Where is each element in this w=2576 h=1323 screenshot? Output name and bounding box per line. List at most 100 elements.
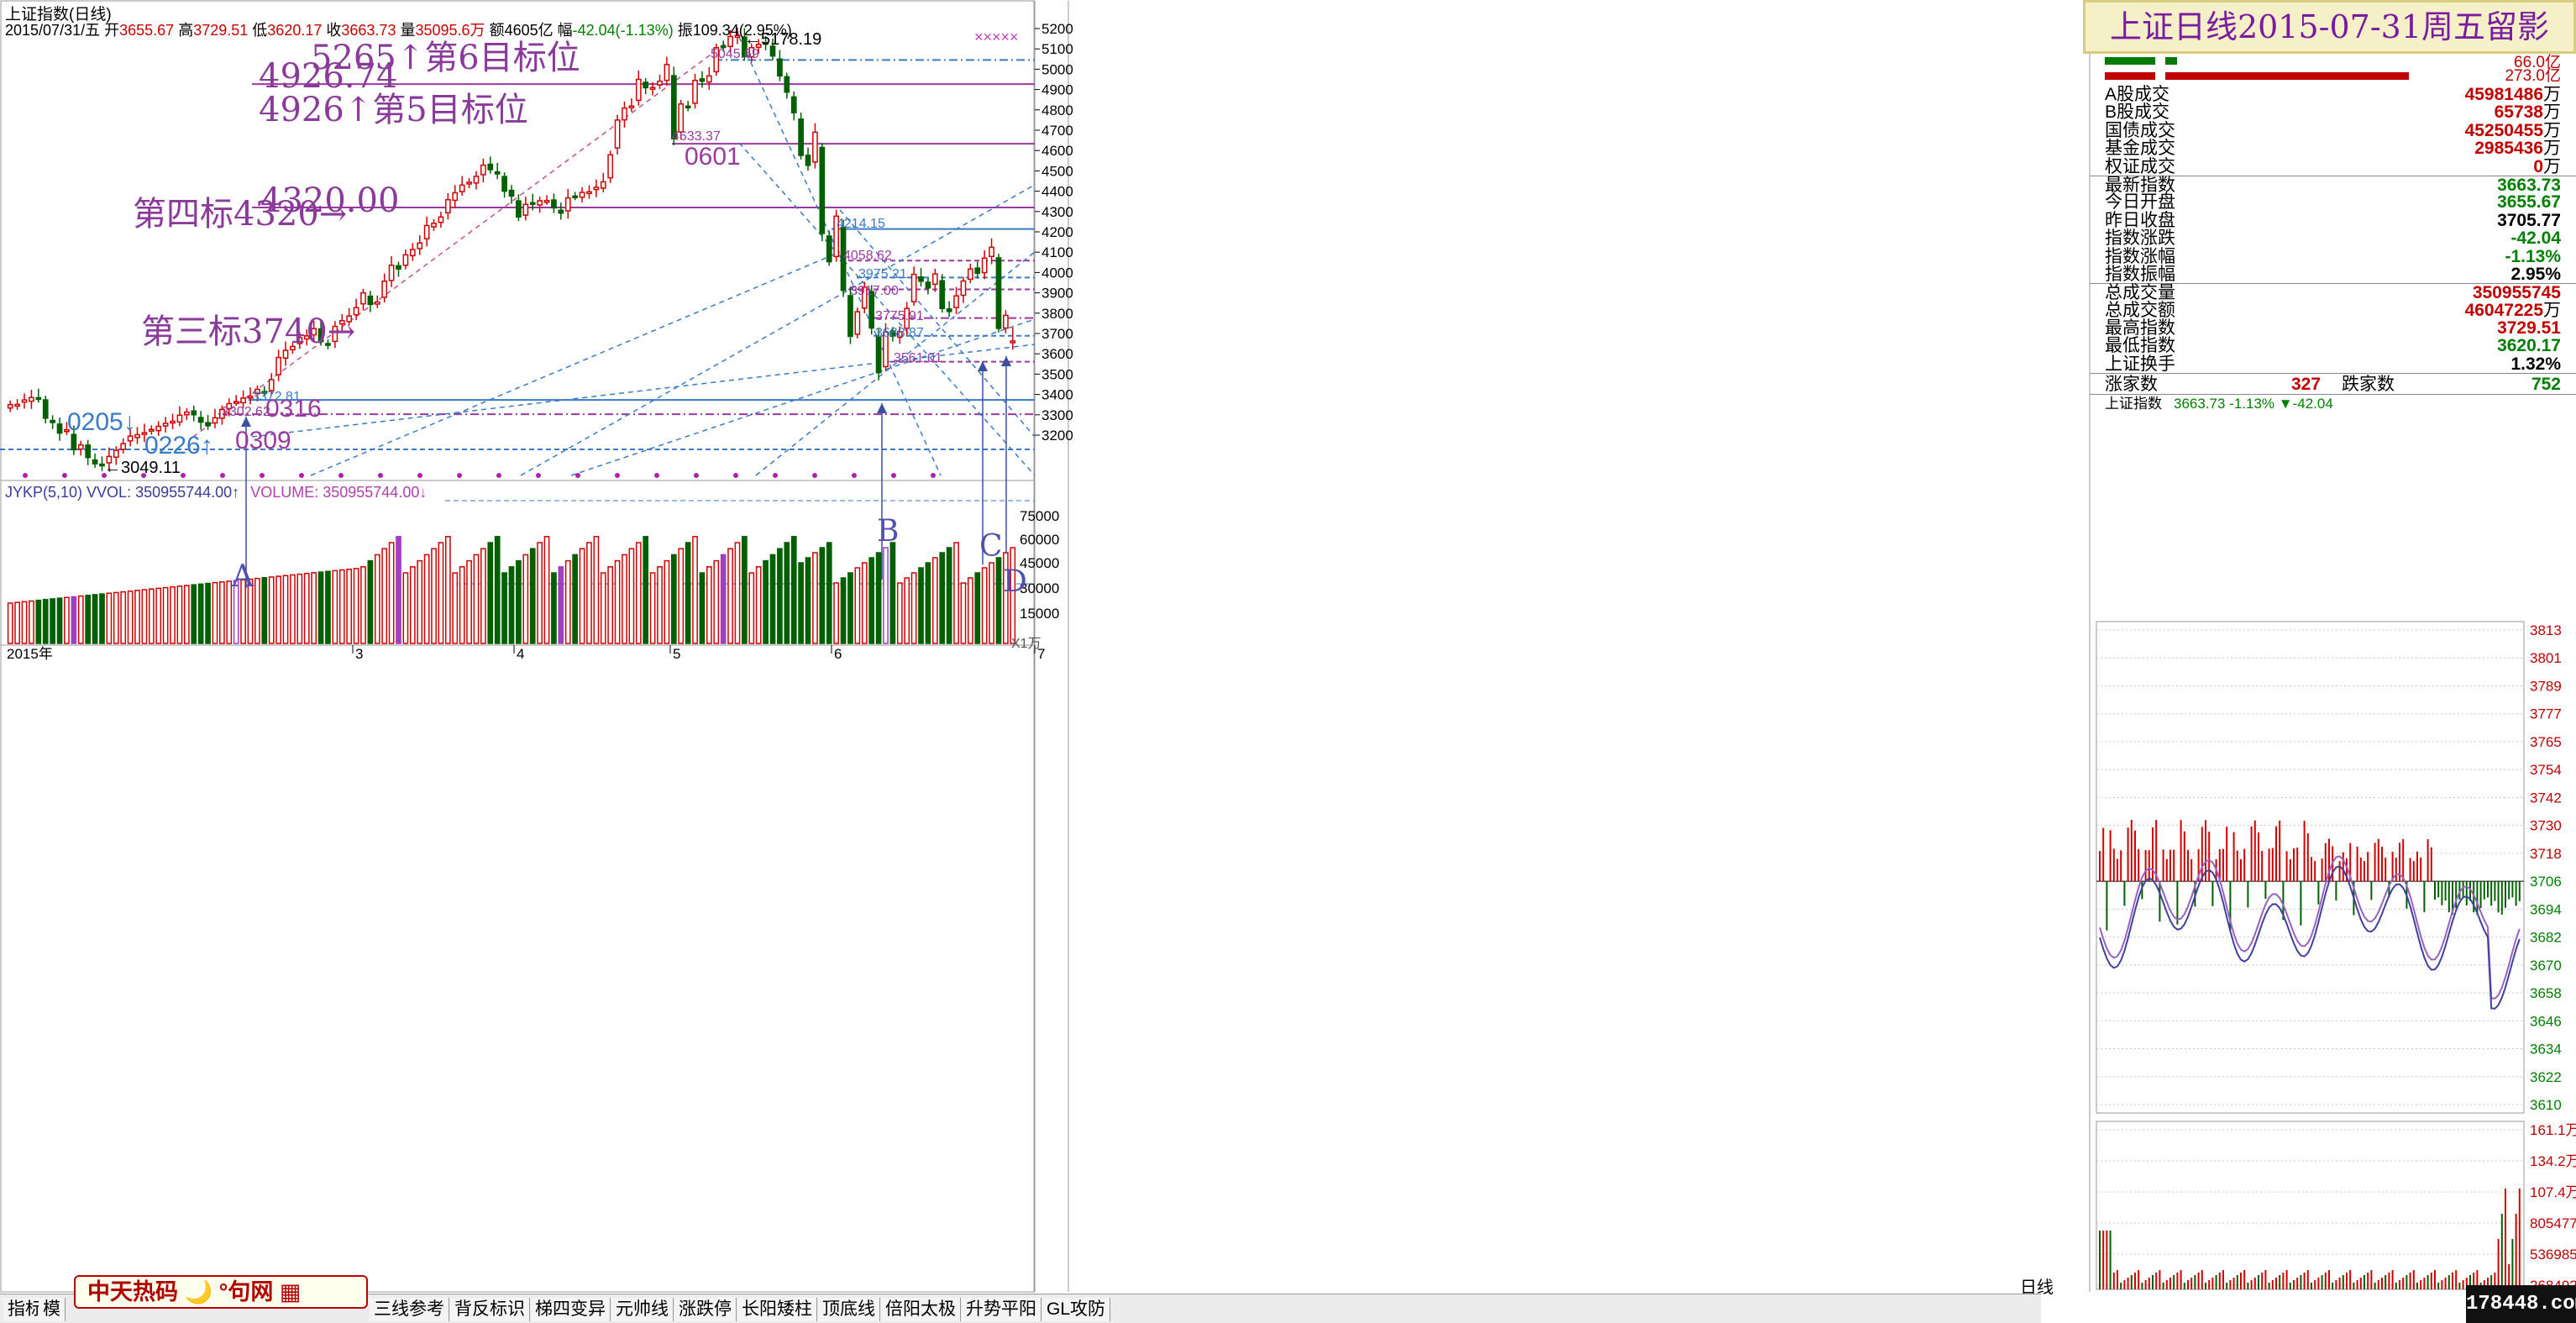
volume-bar: [254, 577, 260, 644]
period-label[interactable]: 日线: [2020, 1278, 2054, 1297]
volume-bar: [805, 557, 811, 644]
date-0316-label: 0316: [265, 395, 322, 423]
trend-line-7: [738, 142, 1036, 476]
tab-12[interactable]: GL攻防: [1042, 1298, 1111, 1321]
volume-bar: [134, 590, 140, 644]
volume-bar: [353, 568, 359, 644]
tab-5[interactable]: 梯四变异: [531, 1298, 611, 1321]
stat-value: 3655.67: [2497, 192, 2561, 213]
candle-body: [290, 345, 296, 351]
volume-bar: [968, 577, 973, 644]
candle-body: [586, 191, 592, 195]
volume-bar: [670, 554, 677, 644]
candle-body: [466, 181, 472, 185]
stat-unit: 万: [2543, 300, 2561, 320]
candle-body: [205, 422, 211, 427]
candlestick-series: [7, 28, 1016, 471]
candle-body: [7, 403, 13, 409]
signal-dot-18: [733, 473, 738, 478]
candle-body: [904, 307, 910, 329]
tab-8[interactable]: 长阳矮柱: [737, 1298, 817, 1321]
stat-value: 65738万: [2494, 102, 2561, 123]
signal-dot-6: [260, 473, 265, 478]
volume-bar: [219, 581, 225, 644]
volume-bar: [706, 566, 712, 644]
signal-dot-8: [338, 473, 344, 478]
stat-row: 昨日收盘 3705.77: [2090, 211, 2576, 229]
candle-body: [657, 80, 663, 86]
signal-dot-2: [102, 473, 107, 478]
stat-row: 指数涨跌 -42.04: [2090, 229, 2576, 248]
stat-row: 指数涨幅 -1.13%: [2090, 247, 2576, 265]
tab-4[interactable]: 背反标识: [450, 1298, 530, 1321]
volume-bar: [692, 536, 698, 644]
mini-title: 上证指数: [2105, 396, 2162, 412]
stat-row: 总成交量 350955745: [2090, 283, 2576, 302]
volume-bar: [85, 595, 92, 644]
stat-row: B股成交 65738万: [2090, 102, 2576, 123]
candle-body: [516, 200, 522, 218]
mini-tick-label: 3646: [2530, 1013, 2562, 1029]
candle-body: [261, 391, 268, 394]
stat-row: 最低指数 3620.17: [2090, 337, 2576, 355]
volume-bar: [240, 579, 246, 644]
point-A-label: A: [232, 559, 254, 594]
volume-bar: [388, 542, 395, 644]
volume-bar: [261, 577, 268, 644]
candle-body: [311, 328, 317, 336]
tab-9[interactable]: 顶底线: [818, 1298, 880, 1321]
volume-bar: [56, 597, 63, 644]
tab-6[interactable]: 元帅线: [611, 1298, 674, 1321]
volume-bar: [64, 596, 70, 644]
candle-body: [233, 401, 239, 404]
trend-line-3: [570, 318, 1036, 476]
tab-7[interactable]: 涨跌停: [674, 1298, 737, 1321]
candle-body: [840, 226, 847, 291]
quote-stats-list: A股成交 45981486万 B股成交 65738万 国债成交 45250455万 基金成交…: [2090, 86, 2576, 373]
candle-body: [332, 325, 338, 343]
signal-dot-3: [141, 473, 146, 478]
mini-tick-label: 3610: [2530, 1097, 2562, 1113]
price-tick-label: 3200: [1041, 428, 1073, 444]
volume-bar: [643, 536, 649, 644]
stat-row: 最新指数 3663.73: [2090, 175, 2576, 194]
volume-bar: [233, 580, 239, 644]
stat-value: 0万: [2533, 156, 2561, 176]
tab-11[interactable]: 升势平阳: [962, 1298, 1041, 1321]
candle-body: [529, 202, 536, 206]
month-label: 6: [834, 646, 842, 662]
candle-body: [64, 428, 70, 433]
volume-bar: [953, 542, 959, 644]
signal-dot-10: [417, 473, 422, 478]
price-tick-label: 4400: [1041, 184, 1073, 200]
volume-bar: [42, 599, 49, 644]
volume-bar: [784, 542, 790, 644]
signal-dot-9: [378, 473, 383, 478]
chart-title: 上证指数(日线): [5, 6, 112, 24]
volume-bar: [861, 562, 868, 644]
volume-bar: [826, 542, 832, 644]
stat-label: B股成交: [2105, 102, 2170, 123]
point-C-label: C: [979, 529, 1003, 564]
volume-bar: [819, 547, 826, 644]
volume-bar: [699, 572, 706, 644]
candle-body: [360, 291, 366, 305]
month-label: 5: [673, 646, 680, 662]
volume-bar: [657, 566, 663, 644]
candle-body: [558, 209, 564, 214]
mini-tick-label: 3742: [2530, 790, 2562, 806]
volume-bars: [7, 536, 1016, 644]
tab-3[interactable]: 三线参考: [370, 1298, 449, 1321]
mini-tick-label: 3706: [2530, 874, 2562, 890]
candle-body: [141, 432, 148, 435]
signal-dot-19: [773, 473, 778, 478]
candle-body: [127, 435, 134, 442]
tab-2[interactable]: 模: [39, 1298, 66, 1321]
volume-bar: [268, 576, 275, 644]
candle-body: [664, 64, 670, 81]
candle-body: [452, 192, 459, 202]
tab-10[interactable]: 倍阳太极: [881, 1298, 961, 1321]
volume-bar: [332, 570, 338, 644]
price-tick-label: 4300: [1041, 204, 1073, 220]
